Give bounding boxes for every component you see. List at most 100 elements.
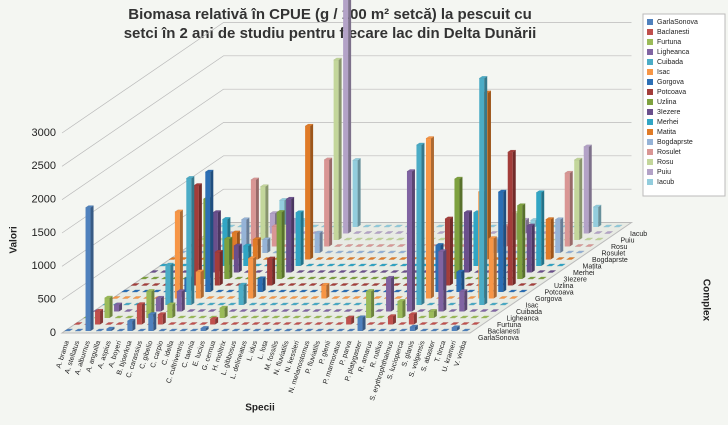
bar-top [336,328,346,332]
bar-side [433,309,437,318]
bar [231,328,241,332]
legend-swatch [647,129,653,135]
bar-top [219,305,229,309]
bar [325,328,335,332]
legend-swatch [647,99,653,105]
bar-top [242,243,252,247]
bar [305,263,315,267]
bar-side [210,170,214,292]
legend-label: Cuibada [657,59,683,66]
bar-top [188,322,198,325]
bar [344,244,354,247]
bar-top [304,124,314,127]
bar [547,270,557,273]
bar-front [305,126,311,260]
bar-top [141,283,151,286]
bar [471,322,481,325]
bar-top [366,322,376,325]
bar [294,328,304,332]
bar [345,250,355,254]
bar [270,309,280,312]
bar-top [289,296,299,299]
bar [388,328,398,332]
bar-front [451,327,457,331]
bar-front [406,171,412,312]
bar-top [385,237,395,241]
bar [346,257,356,260]
bar-top [369,270,379,273]
bar-front [479,78,485,305]
bar [308,283,318,286]
bar [374,302,384,306]
bar [497,189,507,292]
bar-top [352,158,362,161]
bar-top [233,243,243,246]
bar-front [252,239,258,260]
bar-top [468,302,478,306]
bar [466,289,476,293]
bar-top [185,176,195,179]
bar [185,176,195,305]
bar-front [564,173,570,247]
bar-top [105,326,115,330]
bar [449,315,459,319]
bar-top [518,289,528,293]
bar-top [278,289,288,293]
bar [332,302,342,306]
bar-front [286,199,292,273]
bar-top [155,296,165,299]
bar [488,236,498,299]
bar [428,309,438,318]
bar-top [365,244,375,247]
bar-top [564,171,574,174]
bar-top [178,322,188,325]
bar [287,283,297,286]
bar [343,0,352,234]
bar [508,289,518,293]
bar-top [384,231,394,234]
bar [387,314,397,325]
bar-top [388,257,398,260]
bar-top [566,257,576,260]
bar [392,283,402,286]
bar-top [353,231,363,234]
bar-top [499,302,509,306]
bar [207,309,217,312]
depth-label: 3Iezere [564,276,587,283]
bar [214,250,224,286]
bar [355,244,364,247]
bar [259,302,269,306]
bar-top [231,328,241,332]
bar-side [522,203,526,279]
bar-top [348,270,358,273]
y-tick-label: 2000 [32,194,56,206]
bar-top [212,210,222,213]
depth-label: Furtuna [497,322,521,329]
bar-top [225,289,235,293]
bar [324,322,334,325]
y-tick-label: 500 [38,294,56,306]
bar [314,230,324,253]
bar [219,305,229,318]
bar [409,324,419,331]
bar [227,302,237,306]
bar-front [114,304,120,312]
bar-top [204,169,214,173]
bar [309,289,319,293]
bar-side [267,237,271,253]
legend-label: GarlaSonova [657,19,698,26]
bar [252,328,262,332]
bar [498,296,508,299]
bar-top [377,257,387,260]
bar [535,190,545,266]
bar-top [314,322,324,325]
bar-front [473,212,479,266]
bar-top [398,328,408,332]
bar-top [131,289,141,293]
legend-label: Uzlina [657,99,677,106]
bar-top [336,263,346,267]
bar-front [224,239,230,279]
bar-top [359,276,369,280]
bar [384,231,394,234]
bar [554,217,564,253]
